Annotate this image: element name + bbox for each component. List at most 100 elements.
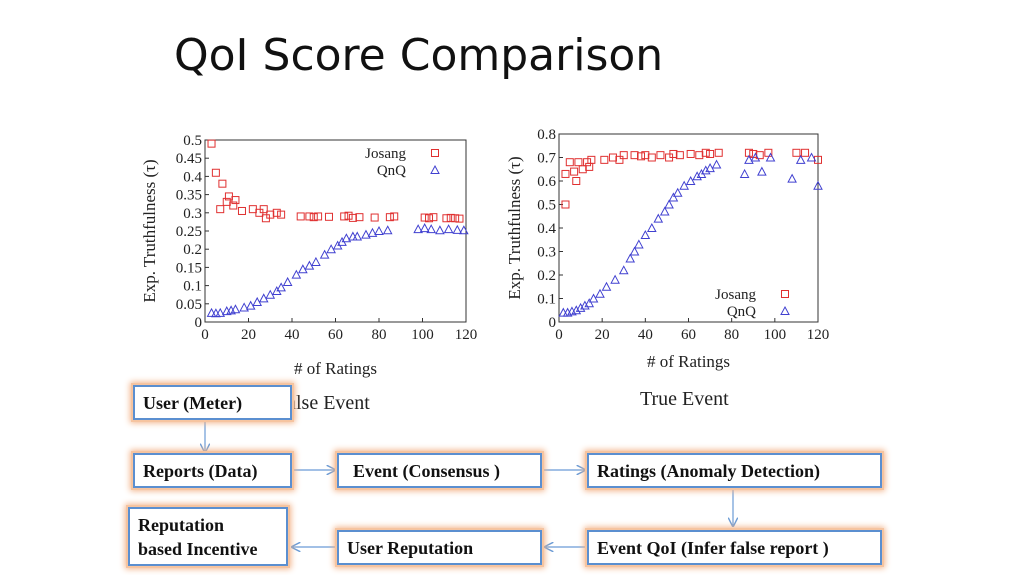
data-point bbox=[443, 224, 454, 234]
data-point bbox=[435, 225, 445, 235]
data-point bbox=[578, 165, 587, 174]
data-point bbox=[813, 180, 823, 190]
data-point bbox=[656, 151, 665, 160]
data-point bbox=[640, 229, 651, 240]
data-point bbox=[787, 173, 797, 183]
data-point bbox=[706, 149, 715, 158]
y-tick-label: 0.3 bbox=[537, 245, 556, 261]
data-point bbox=[669, 149, 678, 158]
data-point bbox=[341, 233, 352, 243]
data-point bbox=[215, 307, 226, 317]
data-point bbox=[304, 260, 315, 270]
x-tick-label: 20 bbox=[241, 327, 256, 343]
data-point bbox=[361, 229, 371, 239]
legend-label: QnQ bbox=[727, 304, 756, 320]
data-point bbox=[672, 187, 683, 197]
x-tick-label: 20 bbox=[595, 327, 610, 343]
legend-marker bbox=[781, 290, 789, 298]
y-tick-label: 0.4 bbox=[537, 221, 556, 237]
y-tick-label: 0.15 bbox=[176, 260, 202, 276]
data-point bbox=[229, 201, 238, 210]
data-point bbox=[664, 199, 674, 209]
ratings-anomaly-box: Ratings (Anomaly Detection) bbox=[587, 453, 882, 488]
data-point bbox=[757, 166, 767, 176]
incentive-line-2: based Incentive bbox=[138, 539, 258, 559]
data-point bbox=[570, 167, 579, 176]
x-tick-label: 120 bbox=[807, 327, 830, 343]
data-point bbox=[374, 225, 384, 235]
data-point bbox=[584, 298, 595, 308]
data-point bbox=[792, 148, 801, 157]
data-point bbox=[795, 154, 806, 164]
data-point bbox=[575, 302, 586, 312]
data-point bbox=[618, 265, 629, 275]
y-tick-label: 0.5 bbox=[537, 198, 556, 214]
chart-caption-true-event: True Event bbox=[640, 388, 729, 410]
slide-title: QoI Score Comparison bbox=[174, 30, 664, 81]
data-point bbox=[291, 269, 302, 279]
data-point bbox=[608, 153, 617, 162]
data-point bbox=[429, 213, 438, 222]
data-point bbox=[583, 158, 592, 167]
reports-data-box: Reports (Data) bbox=[133, 453, 292, 488]
y-tick-label: 0.6 bbox=[537, 174, 556, 190]
data-point bbox=[296, 212, 305, 221]
data-point bbox=[610, 274, 620, 284]
x-tick-label: 80 bbox=[372, 327, 387, 343]
data-point bbox=[230, 304, 241, 314]
data-point bbox=[211, 168, 220, 177]
data-point bbox=[420, 213, 429, 222]
data-point bbox=[806, 152, 817, 162]
data-point bbox=[252, 296, 263, 306]
legend-label: Josang bbox=[365, 146, 406, 162]
data-point bbox=[629, 246, 640, 256]
data-point bbox=[419, 223, 430, 233]
data-point bbox=[239, 302, 249, 312]
data-point bbox=[324, 212, 333, 221]
data-point bbox=[561, 169, 570, 178]
data-point bbox=[218, 179, 227, 188]
data-point bbox=[700, 165, 711, 175]
data-point bbox=[272, 208, 281, 217]
data-point bbox=[739, 168, 750, 178]
data-point bbox=[237, 206, 246, 215]
x-tick-label: 0 bbox=[201, 327, 209, 343]
y-tick-label: 0.2 bbox=[537, 268, 556, 284]
data-point bbox=[385, 213, 394, 222]
data-point bbox=[571, 305, 582, 315]
y-tick-label: 0 bbox=[195, 315, 203, 331]
data-point bbox=[216, 205, 225, 214]
y-tick-label: 0.5 bbox=[183, 133, 202, 149]
legend-marker bbox=[780, 305, 790, 315]
data-point bbox=[390, 212, 399, 221]
data-point bbox=[574, 158, 583, 167]
data-point bbox=[442, 214, 451, 223]
user-reputation-box: User Reputation bbox=[337, 530, 542, 565]
chart-caption-false-event: False Event bbox=[276, 392, 370, 414]
data-point bbox=[276, 282, 286, 292]
data-point bbox=[641, 151, 650, 160]
reputation-incentive-box: Reputation based Incentive bbox=[128, 507, 288, 566]
user-meter-box: User (Meter) bbox=[133, 385, 292, 420]
data-point bbox=[580, 300, 590, 310]
x-tick-label: 0 bbox=[555, 327, 563, 343]
x-tick-label: 60 bbox=[328, 327, 343, 343]
data-point bbox=[764, 148, 773, 157]
x-tick-label: 100 bbox=[764, 327, 787, 343]
data-point bbox=[679, 180, 690, 190]
data-point bbox=[326, 244, 336, 254]
data-point bbox=[765, 152, 776, 162]
data-point bbox=[446, 213, 455, 222]
x-tick-label: 120 bbox=[455, 327, 478, 343]
event-qoi-box: Event QoI (Infer false report ) bbox=[587, 530, 882, 565]
data-point bbox=[744, 154, 754, 164]
data-point bbox=[426, 224, 437, 234]
data-point bbox=[309, 213, 318, 222]
data-point bbox=[314, 212, 323, 221]
x-tick-label: 40 bbox=[638, 327, 653, 343]
y-tick-label: 0.25 bbox=[176, 224, 202, 240]
data-point bbox=[634, 239, 644, 249]
data-point bbox=[425, 214, 434, 223]
y-tick-label: 0.1 bbox=[183, 279, 202, 295]
data-point bbox=[452, 224, 463, 234]
